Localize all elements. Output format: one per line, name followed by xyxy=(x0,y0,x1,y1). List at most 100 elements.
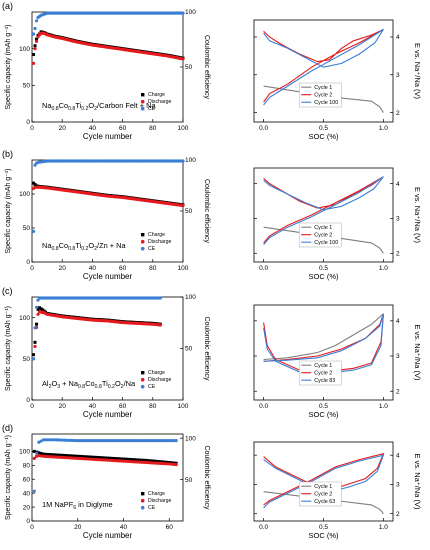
x-axis-label: Cycle number xyxy=(83,272,133,281)
formula-part: Na xyxy=(42,241,52,250)
formula-part: Al xyxy=(42,379,49,388)
x-tick-label: 0.0 xyxy=(259,524,268,531)
data-point-charge xyxy=(117,457,121,461)
legend-marker xyxy=(140,505,145,510)
x-axis-label: SOC (%) xyxy=(309,410,340,419)
data-point-discharge xyxy=(124,459,128,463)
subscript: 0.2 xyxy=(108,384,115,390)
data-point-charge xyxy=(39,307,43,311)
y-tick-label: 50 xyxy=(23,83,31,90)
series-line xyxy=(263,226,384,254)
x-axis-label: SOC (%) xyxy=(309,272,340,281)
subscript: 2 xyxy=(94,106,97,112)
plot-frame xyxy=(31,433,184,522)
data-point-ce xyxy=(128,439,132,443)
data-point-ce xyxy=(137,439,142,443)
data-point-ce xyxy=(110,439,114,443)
y2-axis-label: Coulombic efficiency xyxy=(203,179,210,244)
capacity-panel: (b) 0 20 40 60 80 100 0 50 100 50 100 Cycle number Sp… xyxy=(2,149,210,281)
data-point-ce xyxy=(80,439,84,443)
data-point-discharge xyxy=(156,461,160,465)
y2-axis-label: Coulombic efficiency xyxy=(203,316,210,381)
data-point-ce xyxy=(73,438,78,443)
y-tick-label: 50 xyxy=(23,225,31,232)
y-tick-label: 2 xyxy=(396,388,400,395)
x-axis-label: SOC (%) xyxy=(309,132,340,141)
data-point-charge xyxy=(126,457,130,461)
data-point-discharge xyxy=(96,458,100,462)
data-point-discharge xyxy=(149,461,153,465)
data-point-ce xyxy=(55,438,59,442)
legend-label: Cycle 1 xyxy=(314,85,332,91)
data-point-ce xyxy=(151,439,155,443)
data-point-charge xyxy=(151,459,155,463)
data-point-discharge xyxy=(94,457,98,462)
data-point-ce xyxy=(53,438,57,442)
data-point-charge xyxy=(36,307,40,311)
data-point-charge xyxy=(154,459,158,463)
subscript: 6 xyxy=(73,505,76,511)
legend-label: Charge xyxy=(148,370,165,376)
data-point-ce xyxy=(101,439,105,443)
data-point-charge xyxy=(57,453,61,457)
annotation: 1M NaPF6 in Diglyme xyxy=(42,500,113,511)
subscript: 2 xyxy=(94,246,97,252)
data-point-ce xyxy=(31,357,36,361)
legend-label: Cycle 1 xyxy=(314,363,332,369)
y-axis-label: E vs. Na⁺/Na (V) xyxy=(413,453,422,510)
y-tick-label: 0 xyxy=(26,259,30,266)
legend-label: Cycle 2 xyxy=(314,233,332,239)
data-point-ce xyxy=(163,439,167,443)
data-point-charge xyxy=(147,459,151,463)
data-point-discharge xyxy=(112,458,116,463)
y-tick-label: 2 xyxy=(396,250,400,257)
data-point-charge xyxy=(115,457,119,461)
capacity-panel: (c) 0 20 40 60 80 100 0 50 100 50 100 Cycle number Sp… xyxy=(2,286,210,419)
formula-part: O xyxy=(88,101,94,110)
data-point-charge xyxy=(144,458,148,462)
data-point-charge xyxy=(140,458,144,462)
y-tick-label: 100 xyxy=(19,315,30,322)
subscript: 0.2 xyxy=(81,246,88,252)
data-point-ce xyxy=(172,439,176,443)
data-point-charge xyxy=(53,453,57,457)
y-tick-label: 100 xyxy=(19,46,30,53)
data-point-discharge xyxy=(48,455,52,459)
data-point-discharge xyxy=(153,461,158,465)
y-tick-label: 50 xyxy=(23,356,31,363)
data-point-ce xyxy=(158,439,162,443)
data-point-charge xyxy=(71,454,75,458)
series-line xyxy=(263,454,385,509)
data-point-discharge xyxy=(147,461,151,465)
data-point-discharge xyxy=(34,39,39,43)
formula-part: Co xyxy=(59,241,68,250)
data-point-ce xyxy=(160,439,165,443)
data-point-discharge xyxy=(181,203,185,208)
data-point-charge xyxy=(46,452,50,456)
y2-tick-label: 100 xyxy=(185,294,196,301)
legend-label: Discharge xyxy=(148,239,171,245)
legend-label: Discharge xyxy=(148,498,171,504)
data-point-charge xyxy=(33,182,37,186)
data-point-charge xyxy=(69,454,73,458)
x-tick-label: 0 xyxy=(30,524,34,531)
data-point-discharge xyxy=(41,454,46,458)
annotation: Na0.8Co0.8Ti0.2O2/Carbon Felt + Na xyxy=(42,101,156,112)
data-point-discharge xyxy=(57,455,62,459)
x-tick-label: 0.5 xyxy=(319,265,328,272)
formula-part: /Na xyxy=(124,379,136,388)
data-point-ce xyxy=(78,439,82,443)
y-tick-label: 40 xyxy=(23,490,31,497)
capacity-panel: (d) 0 20 40 60 0 20 40 60 80 100 50 100 Cycle number S… xyxy=(2,423,210,540)
x-tick-label: 1.0 xyxy=(379,524,388,531)
x-tick-label: 40 xyxy=(89,265,97,272)
data-point-charge xyxy=(83,455,87,459)
data-point-ce xyxy=(126,439,130,443)
formula-part: Ti xyxy=(75,101,81,110)
legend-marker xyxy=(140,384,145,389)
legend-marker xyxy=(140,246,145,251)
y2-tick-label: 50 xyxy=(185,64,193,71)
y-axis-label: E vs. Na⁺/Na (V) xyxy=(413,43,422,100)
data-point-charge xyxy=(158,460,162,464)
data-point-discharge xyxy=(87,457,91,461)
